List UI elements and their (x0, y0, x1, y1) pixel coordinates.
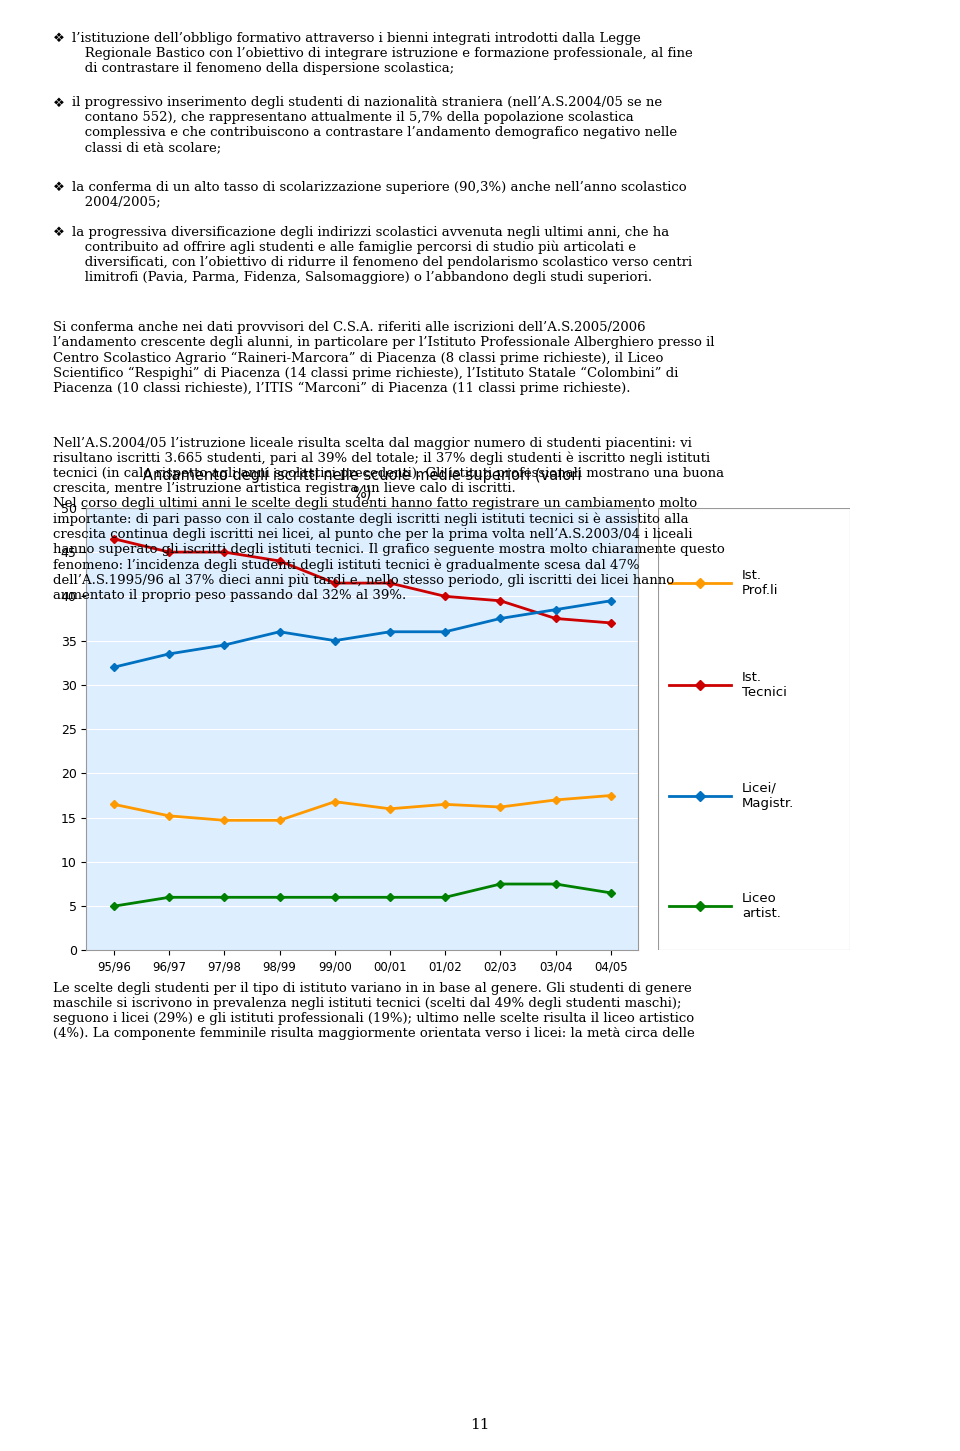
Text: Ist.
Prof.li: Ist. Prof.li (742, 569, 779, 596)
FancyBboxPatch shape (658, 508, 850, 950)
Text: Si conferma anche nei dati provvisori del C.S.A. riferiti alle iscrizioni dell’A: Si conferma anche nei dati provvisori de… (53, 322, 714, 395)
Text: Le scelte degli studenti per il tipo di istituto variano in in base al genere. G: Le scelte degli studenti per il tipo di … (53, 982, 694, 1040)
Text: 11: 11 (470, 1418, 490, 1432)
Text: ❖: ❖ (53, 226, 64, 238)
Text: Nell’A.S.2004/05 l’istruzione liceale risulta scelta dal maggior numero di stude: Nell’A.S.2004/05 l’istruzione liceale ri… (53, 437, 725, 602)
Text: Liceo
artist.: Liceo artist. (742, 892, 780, 920)
Text: la conferma di un alto tasso di scolarizzazione superiore (90,3%) anche nell’ann: la conferma di un alto tasso di scolariz… (72, 181, 686, 209)
Text: l’istituzione dell’obbligo formativo attraverso i bienni integrati introdotti da: l’istituzione dell’obbligo formativo att… (72, 32, 693, 75)
Text: il progressivo inserimento degli studenti di nazionalità straniera (nell’A.S.200: il progressivo inserimento degli student… (72, 97, 677, 154)
Text: la progressiva diversificazione degli indirizzi scolastici avvenuta negli ultimi: la progressiva diversificazione degli in… (72, 226, 692, 284)
Text: ❖: ❖ (53, 181, 64, 193)
Text: Ist.
Tecnici: Ist. Tecnici (742, 670, 787, 699)
Text: ❖: ❖ (53, 97, 64, 109)
Text: Andamento degli iscritti nelle scuole medie superiori (valori
%): Andamento degli iscritti nelle scuole me… (143, 469, 582, 501)
Text: ❖: ❖ (53, 32, 64, 45)
Text: Licei/
Magistr.: Licei/ Magistr. (742, 782, 794, 810)
